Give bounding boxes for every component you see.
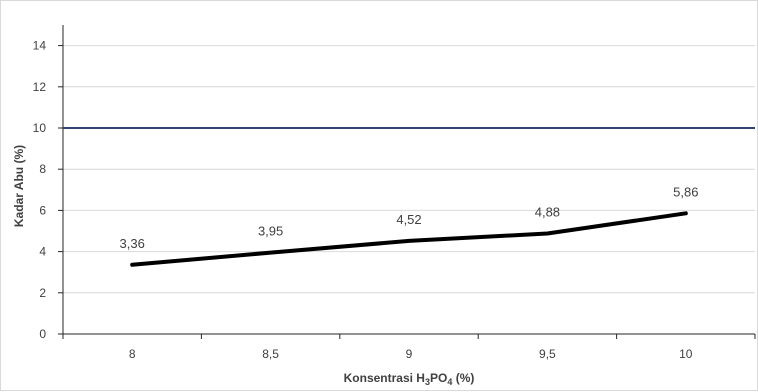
data-label: 5,86 xyxy=(673,184,698,199)
x-tick-labels: 8 8,5 9 9,5 10 xyxy=(62,334,756,361)
x-axis-title-sub-1: 3 xyxy=(425,377,430,387)
x-axis-title-end: (%) xyxy=(452,371,474,385)
gridlines xyxy=(58,45,755,335)
x-tick-label: 8 xyxy=(129,347,136,361)
data-label: 4,52 xyxy=(396,212,421,227)
y-tick-label: 6 xyxy=(39,203,46,217)
y-tick-label: 2 xyxy=(39,286,46,300)
x-axis-title-sub-2: 4 xyxy=(447,377,452,387)
series-line xyxy=(130,211,688,267)
y-axis-title: Kadar Abu (%) xyxy=(12,145,26,227)
y-tick-label: 8 xyxy=(39,162,46,176)
y-tick-label: 10 xyxy=(33,121,47,135)
x-axis-title: Konsentrasi H3PO4 (%) xyxy=(344,371,475,387)
y-tick-label: 12 xyxy=(33,80,47,94)
x-tick-label: 10 xyxy=(679,347,693,361)
y-tick-label: 0 xyxy=(39,327,46,341)
data-labels: 3,36 3,95 4,52 4,88 5,86 xyxy=(120,184,699,251)
x-tick-label: 9,5 xyxy=(539,347,556,361)
data-label: 3,36 xyxy=(120,236,145,251)
y-tick-label: 4 xyxy=(39,245,46,259)
x-tick-label: 8,5 xyxy=(262,347,279,361)
x-tick-label: 9 xyxy=(406,347,413,361)
y-tick-label: 14 xyxy=(33,39,47,53)
x-axis-title-mid: PO xyxy=(430,371,447,385)
y-tick-labels: 0 2 4 6 8 10 12 14 xyxy=(33,39,47,341)
data-label: 3,95 xyxy=(258,224,283,239)
data-label: 4,88 xyxy=(535,204,560,219)
x-axis-title-main: Konsentrasi H xyxy=(344,371,425,385)
